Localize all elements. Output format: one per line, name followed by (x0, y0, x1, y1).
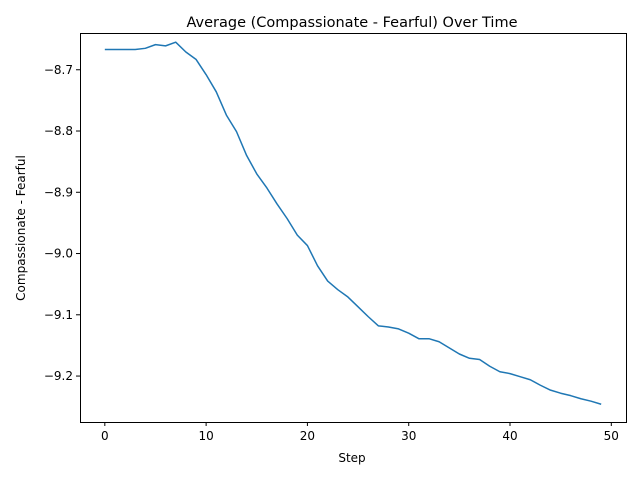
y-axis-label: Compassionate - Fearful (14, 155, 28, 301)
y-tick-label: −9.0 (44, 247, 73, 261)
x-tick-label: 20 (300, 429, 315, 443)
x-tick-label: 10 (198, 429, 213, 443)
x-tick-label: 50 (604, 429, 619, 443)
x-tick-label: 40 (502, 429, 517, 443)
x-axis: 0 10 20 30 40 50 (101, 422, 619, 443)
x-tick-label: 30 (401, 429, 416, 443)
series-line-0 (104, 41, 602, 405)
plot-area (104, 41, 602, 405)
y-tick-label: −8.9 (44, 185, 73, 199)
y-tick-label: −8.8 (44, 124, 73, 138)
y-tick-label: −9.1 (44, 308, 73, 322)
y-tick-label: −9.2 (44, 369, 73, 383)
axes-frame (80, 33, 627, 423)
chart-title: Average (Compassionate - Fearful) Over T… (186, 15, 517, 31)
y-axis: −8.7 −8.8 −8.9 −9.0 −9.1 −9.2 (44, 63, 80, 383)
y-tick-label: −8.7 (44, 63, 73, 77)
x-tick-label: 0 (101, 429, 109, 443)
x-axis-label: Step (338, 451, 365, 465)
